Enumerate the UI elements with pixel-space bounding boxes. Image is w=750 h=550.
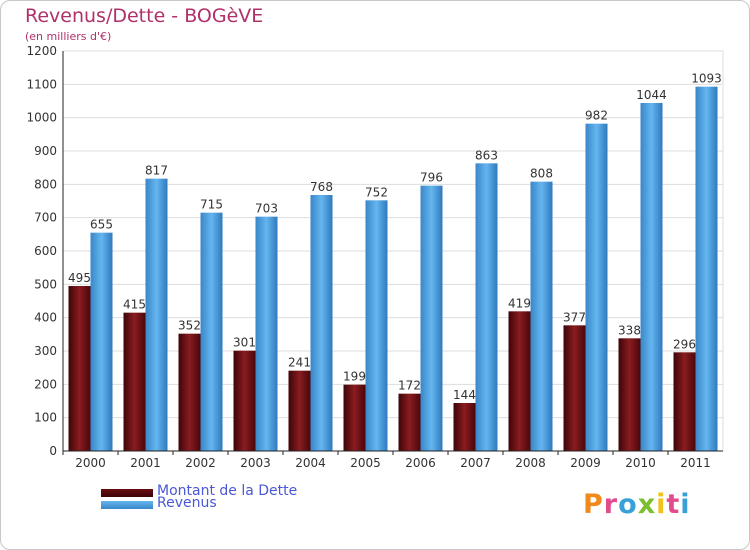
legend-swatch-revenus [101, 501, 153, 509]
revenus-bar [200, 212, 223, 451]
revenus-bar [640, 103, 663, 451]
revenus-value-label: 982 [585, 109, 608, 123]
dette-bar [673, 352, 696, 451]
y-tick-label: 300 [34, 344, 57, 358]
revenus-value-label: 808 [530, 167, 553, 181]
y-tick-label: 800 [34, 177, 57, 191]
revenus-value-label: 863 [475, 148, 498, 162]
x-tick-label: 2008 [515, 456, 546, 470]
revenus-value-label: 817 [145, 164, 168, 178]
dette-value-label: 415 [123, 298, 146, 312]
legend-label-dette: Montant de la Dette [157, 483, 298, 499]
revenus-value-label: 655 [90, 218, 113, 232]
y-tick-label: 1200 [26, 44, 57, 58]
y-tick-label: 200 [34, 377, 57, 391]
proxiti-logo: Proxiti [583, 489, 691, 520]
revenus-bar [420, 185, 443, 451]
dette-bar [508, 311, 531, 451]
dette-value-label: 144 [453, 388, 476, 402]
revenus-value-label: 768 [310, 180, 333, 194]
x-tick-label: 2009 [570, 456, 601, 470]
y-tick-label: 0 [49, 444, 57, 458]
legend-swatch-dette [101, 489, 153, 497]
logo-letter: P [583, 489, 604, 520]
x-tick-label: 2002 [185, 456, 216, 470]
revenus-bar [475, 163, 498, 452]
revenus-bar [365, 200, 388, 451]
dette-bar [398, 393, 421, 451]
dette-value-label: 296 [673, 337, 696, 351]
dette-value-label: 377 [563, 310, 586, 324]
dette-bar [233, 350, 256, 451]
revenus-value-label: 703 [255, 202, 278, 216]
x-tick-label: 2001 [130, 456, 161, 470]
y-tick-label: 900 [34, 144, 57, 158]
x-tick-label: 2004 [295, 456, 326, 470]
x-tick-label: 2011 [680, 456, 711, 470]
revenus-bar [145, 178, 168, 451]
revenus-value-label: 1093 [691, 72, 722, 86]
logo-letter: i [656, 489, 667, 520]
x-tick-label: 2007 [460, 456, 491, 470]
y-tick-label: 1000 [26, 111, 57, 125]
y-tick-label: 700 [34, 211, 57, 225]
chart-subtitle: (en milliers d'€) [25, 30, 112, 43]
dette-value-label: 301 [233, 336, 256, 350]
dette-bar [343, 384, 366, 451]
dette-bar [68, 286, 91, 451]
dette-value-label: 495 [68, 271, 91, 285]
x-tick-label: 2003 [240, 456, 271, 470]
y-tick-label: 400 [34, 311, 57, 325]
revenus-bar [530, 181, 553, 451]
revenus-value-label: 796 [420, 171, 443, 185]
revenus-bar [695, 86, 718, 452]
logo-letter: i [680, 489, 691, 520]
dette-value-label: 419 [508, 296, 531, 310]
legend-label-revenus: Revenus [157, 495, 217, 511]
dette-bar [563, 325, 586, 451]
y-tick-label: 600 [34, 244, 57, 258]
logo-letter: x [637, 489, 657, 520]
dette-value-label: 352 [178, 319, 201, 333]
dette-bar [123, 312, 146, 451]
revenus-value-label: 1044 [636, 88, 667, 102]
logo-letter: o [618, 489, 638, 520]
y-tick-label: 1100 [26, 77, 57, 91]
logo-letter: t [666, 489, 681, 520]
chart-title: Revenus/Dette - BOGèVE [25, 5, 264, 27]
dette-bar [178, 333, 201, 451]
dette-bar [453, 403, 476, 451]
revenus-bar [255, 216, 278, 451]
x-tick-label: 2005 [350, 456, 381, 470]
x-tick-label: 2000 [75, 456, 106, 470]
dette-bar [618, 338, 641, 451]
dette-value-label: 241 [288, 356, 311, 370]
revenus-value-label: 752 [365, 185, 388, 199]
revenus-bar [585, 123, 608, 452]
revenus-bar [310, 195, 333, 451]
revenus-value-label: 715 [200, 198, 223, 212]
dette-value-label: 338 [618, 323, 641, 337]
x-tick-label: 2010 [625, 456, 656, 470]
dette-value-label: 199 [343, 370, 366, 384]
y-tick-label: 100 [34, 411, 57, 425]
dette-bar [288, 370, 311, 451]
dette-value-label: 172 [398, 379, 421, 393]
x-tick-label: 2006 [405, 456, 436, 470]
revenus-bar [90, 232, 113, 451]
logo-letter: r [603, 489, 619, 520]
y-tick-label: 500 [34, 277, 57, 291]
